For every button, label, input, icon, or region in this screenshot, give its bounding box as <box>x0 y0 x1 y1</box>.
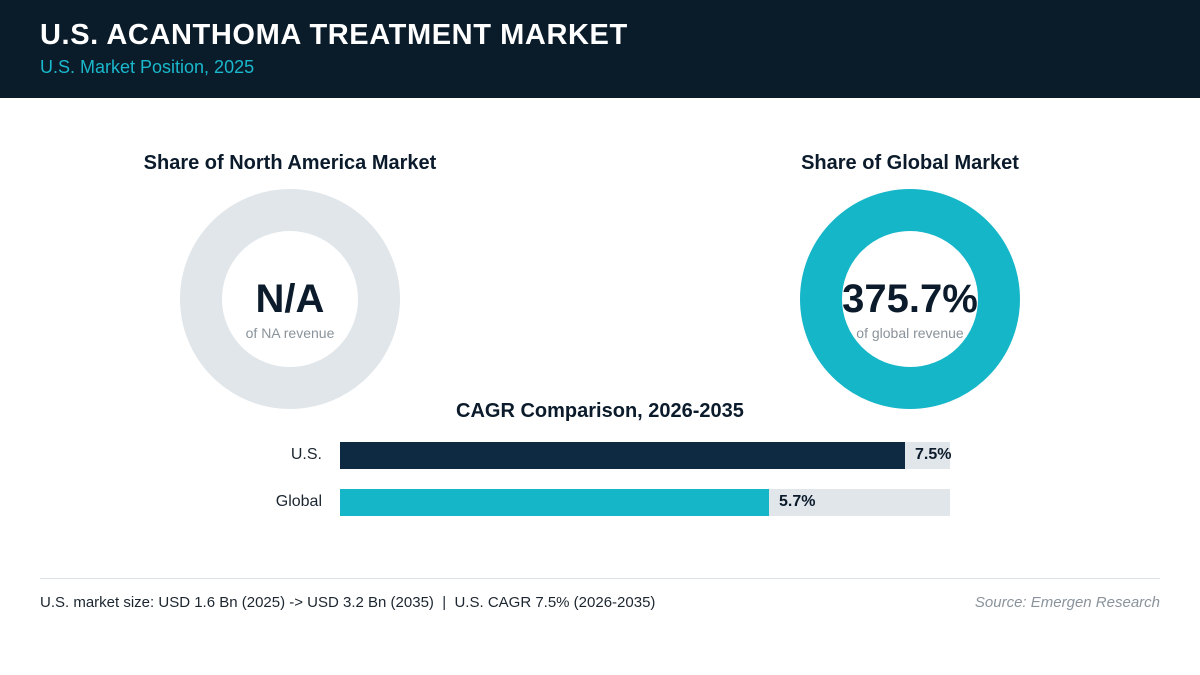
na-share-donut: N/A of NA revenue <box>180 189 400 409</box>
bar-value-global: 5.7% <box>779 493 816 510</box>
na-share-donut-svg <box>180 189 400 409</box>
bar-track-global: 5.7% <box>340 489 950 516</box>
bar-track-us: 7.5% <box>340 442 952 469</box>
page-title: U.S. ACANTHOMA TREATMENT MARKET <box>40 19 628 51</box>
global-share-donut-svg <box>800 189 1020 409</box>
global-donut-ring <box>800 189 1020 409</box>
bar-label-us: U.S. <box>290 446 322 463</box>
global-share-value: 375.7% <box>842 277 978 321</box>
header-banner: U.S. ACANTHOMA TREATMENT MARKET U.S. Mar… <box>0 0 1200 98</box>
footer-divider <box>40 578 1160 579</box>
bar-label-global: Global <box>275 493 322 510</box>
global-share-donut: 375.7% of global revenue <box>800 189 1020 409</box>
na-donut-ring <box>180 189 400 409</box>
bar-global <box>340 489 769 516</box>
cagr-chart-title: CAGR Comparison, 2026-2035 <box>456 400 744 422</box>
na-share-title: Share of North America Market <box>143 152 437 174</box>
na-share-value: N/A <box>255 277 325 321</box>
page-subtitle: U.S. Market Position, 2025 <box>40 57 255 77</box>
footer-source: Source: Emergen Research <box>974 594 1160 611</box>
footer-summary: U.S. market size: USD 1.6 Bn (2025) -> U… <box>40 594 656 611</box>
na-share-sublabel: of NA revenue <box>245 325 335 341</box>
bar-us <box>340 442 905 469</box>
global-share-sublabel: of global revenue <box>856 325 964 341</box>
bar-value-us: 7.5% <box>915 446 952 463</box>
global-share-title: Share of Global Market <box>801 152 1019 174</box>
